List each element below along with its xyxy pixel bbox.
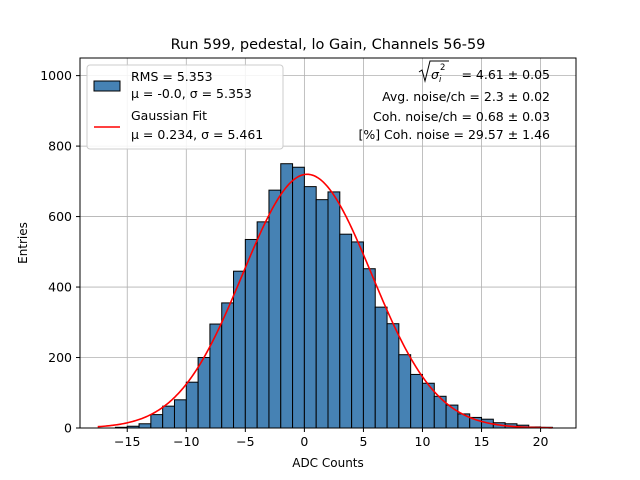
- annotation-coh-noise: Coh. noise/ch = 0.68 ± 0.03: [373, 109, 550, 124]
- histogram-bar: [256, 221, 270, 429]
- histogram-bar: [362, 268, 376, 429]
- x-tick-label: −15: [114, 434, 140, 449]
- svg-text:2: 2: [440, 63, 445, 73]
- y-axis-label: Entries: [16, 222, 30, 264]
- histogram-bar: [386, 323, 400, 429]
- histogram-bar: [339, 233, 353, 429]
- legend-swatch-rms: [93, 80, 121, 92]
- legend-fit-line2: μ = 0.234, σ = 5.461: [131, 127, 263, 142]
- histogram-bar: [410, 373, 423, 429]
- histogram-bar: [244, 238, 258, 429]
- histogram-bar: [197, 357, 211, 429]
- histogram-bar: [327, 191, 341, 429]
- svg-text:σ: σ: [431, 67, 440, 82]
- histogram-bar: [303, 186, 317, 429]
- histogram-bar: [233, 270, 246, 429]
- legend: RMS = 5.353 μ = -0.0, σ = 5.353 Gaussian…: [86, 64, 284, 150]
- histogram-bar: [138, 423, 152, 429]
- legend-fit-line1: Gaussian Fit: [131, 108, 207, 123]
- noise-annotations: σ i 2 = 4.61 ± 0.05 Avg. noise/ch = 2.3 …: [358, 60, 550, 142]
- histogram-bar: [374, 306, 388, 429]
- annotation-sigma-i: = 4.61 ± 0.05: [461, 67, 550, 82]
- y-tick-label: 800: [48, 139, 72, 154]
- histogram-bar: [173, 399, 187, 429]
- plot-frame: [79, 57, 577, 429]
- sigma-i-symbol: σ i 2: [418, 60, 449, 85]
- histogram-bar: [268, 189, 282, 429]
- y-tick-label: 200: [48, 350, 72, 365]
- y-tick-label: 0: [64, 421, 72, 436]
- svg-text:i: i: [439, 75, 442, 85]
- chart-title: Run 599, pedestal, lo Gain, Channels 56-…: [171, 37, 486, 53]
- histogram-bar: [221, 302, 235, 429]
- x-axis-label: ADC Counts: [292, 456, 364, 470]
- histogram-bar: [398, 354, 412, 429]
- y-tick-label: 600: [48, 209, 72, 224]
- histogram-bar: [280, 163, 294, 429]
- annotation-avg-noise: Avg. noise/ch = 2.3 ± 0.02: [382, 89, 550, 104]
- histogram-bar: [150, 414, 164, 429]
- legend-rms-line2: μ = -0.0, σ = 5.353: [131, 86, 252, 101]
- annotation-pct-coh-noise: [%] Coh. noise = 29.57 ± 1.46: [358, 127, 550, 142]
- x-tick-label: 20: [533, 434, 549, 449]
- y-tick-label: 1000: [40, 68, 72, 83]
- x-tick-label: −10: [173, 434, 199, 449]
- x-tick-label: 5: [359, 434, 367, 449]
- histogram-bars: [114, 163, 553, 429]
- histogram-bar: [209, 323, 223, 429]
- histogram-bar: [315, 199, 329, 429]
- legend-rms-line1: RMS = 5.353: [131, 69, 213, 84]
- histogram-bar: [292, 166, 305, 429]
- gaussian-fit-curve: [97, 173, 553, 429]
- x-tick-label: 10: [415, 434, 431, 449]
- x-tick-label: −5: [236, 434, 254, 449]
- histogram-bar: [185, 381, 199, 429]
- legend-box: [86, 64, 284, 150]
- x-tick-label: 15: [474, 434, 490, 449]
- y-tick-label: 400: [48, 280, 72, 295]
- histogram-bar: [162, 405, 175, 429]
- histogram-bar: [351, 241, 364, 429]
- x-tick-label: 0: [300, 434, 308, 449]
